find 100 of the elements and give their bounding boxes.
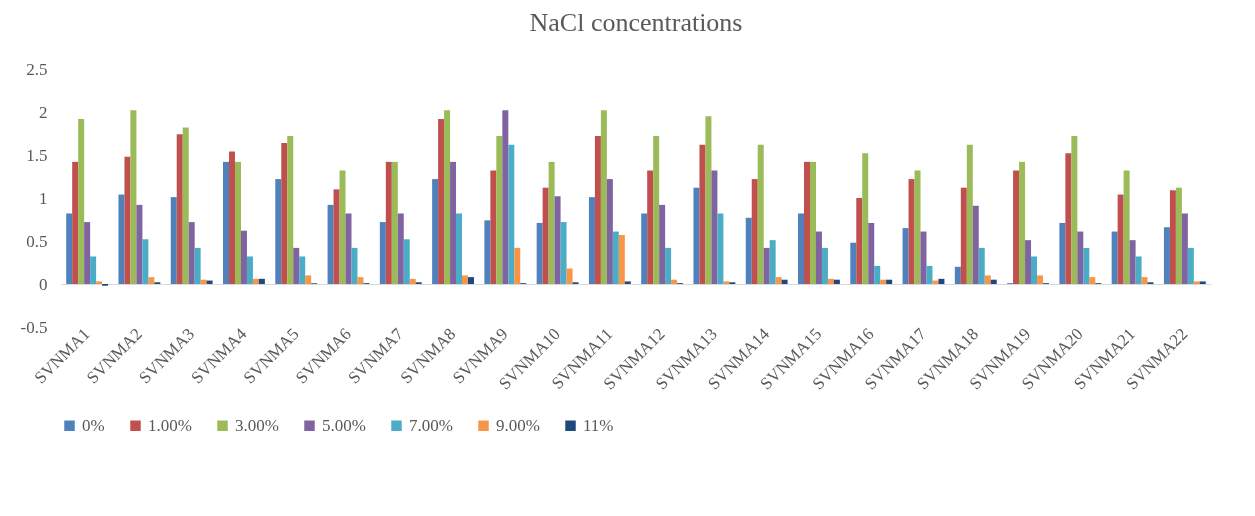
bar — [496, 136, 503, 284]
bar — [868, 222, 875, 284]
bar — [467, 277, 474, 284]
bar — [1019, 161, 1026, 284]
bar — [653, 136, 660, 284]
bar — [978, 247, 985, 284]
bar — [1181, 213, 1188, 284]
bar — [281, 142, 288, 284]
bar — [136, 204, 143, 284]
bar — [170, 197, 177, 284]
bar — [357, 277, 364, 284]
bar — [1065, 153, 1072, 284]
bar — [1169, 190, 1176, 284]
legend-label: 1.00% — [148, 415, 192, 435]
bar — [90, 256, 97, 284]
bar — [508, 144, 515, 284]
bar — [711, 170, 718, 284]
bar — [514, 247, 521, 284]
bar — [200, 279, 207, 284]
bar — [84, 222, 91, 284]
bar — [717, 213, 724, 284]
legend-label: 3.00% — [235, 415, 279, 435]
bar — [1031, 256, 1038, 284]
bar — [757, 144, 764, 284]
bar — [1077, 231, 1084, 284]
legend-label: 0% — [82, 415, 105, 435]
bar — [1117, 194, 1124, 284]
bar — [641, 213, 648, 284]
bar — [1089, 277, 1096, 284]
y-tick-label: 0 — [39, 274, 48, 294]
bar — [299, 256, 306, 284]
bar — [745, 217, 752, 284]
bar — [618, 234, 625, 284]
bar — [693, 187, 700, 284]
bar — [798, 213, 805, 284]
bar — [275, 179, 282, 284]
bar — [229, 151, 235, 284]
bar — [148, 277, 155, 284]
bar — [432, 179, 439, 284]
bar — [142, 239, 149, 284]
bar — [606, 179, 613, 284]
bar — [781, 279, 788, 284]
bar — [234, 161, 241, 284]
bar — [554, 196, 561, 284]
bar — [287, 136, 294, 284]
bar — [954, 266, 961, 284]
bar — [130, 110, 137, 284]
bar — [902, 228, 909, 284]
bar — [293, 247, 300, 284]
bar — [908, 179, 915, 284]
y-tick-label: 2 — [39, 102, 48, 122]
bar — [1175, 187, 1182, 284]
bar — [833, 279, 840, 284]
bar — [705, 116, 712, 284]
bar — [409, 278, 416, 284]
bar — [1037, 275, 1043, 284]
bar — [990, 279, 997, 284]
bar — [647, 170, 654, 284]
bar — [560, 222, 567, 284]
bar — [600, 110, 607, 284]
bar — [966, 144, 973, 284]
y-tick-label: 0.5 — [26, 231, 48, 251]
bar — [588, 197, 595, 284]
bar — [385, 161, 392, 284]
bar — [194, 247, 201, 284]
bar — [775, 277, 782, 284]
bar — [804, 161, 810, 284]
bar — [403, 239, 410, 284]
bar — [305, 275, 312, 284]
bar — [821, 247, 828, 284]
bar — [815, 231, 822, 284]
legend-label: 11% — [583, 415, 614, 435]
bar — [548, 161, 555, 284]
bar — [462, 275, 468, 284]
y-tick-label: 1.5 — [26, 145, 48, 165]
bar — [926, 265, 933, 284]
bar — [484, 220, 491, 284]
legend-label: 7.00% — [409, 415, 453, 435]
bar — [671, 279, 678, 284]
bar — [809, 161, 816, 284]
bar — [456, 213, 463, 284]
bar — [972, 205, 979, 284]
bar — [223, 161, 230, 284]
bar — [351, 247, 358, 284]
bar — [339, 170, 346, 284]
bar — [1187, 247, 1194, 284]
bar — [258, 278, 265, 284]
bar — [536, 222, 543, 284]
bar — [659, 204, 666, 284]
legend-label: 9.00% — [496, 415, 540, 435]
bar — [118, 194, 125, 284]
bar — [96, 281, 103, 284]
bar — [665, 247, 672, 284]
bar — [1141, 277, 1148, 284]
bar — [960, 187, 967, 284]
bar — [856, 198, 863, 284]
bar — [124, 156, 131, 284]
bar — [327, 204, 334, 284]
bar — [1071, 136, 1078, 284]
bar — [450, 161, 457, 284]
